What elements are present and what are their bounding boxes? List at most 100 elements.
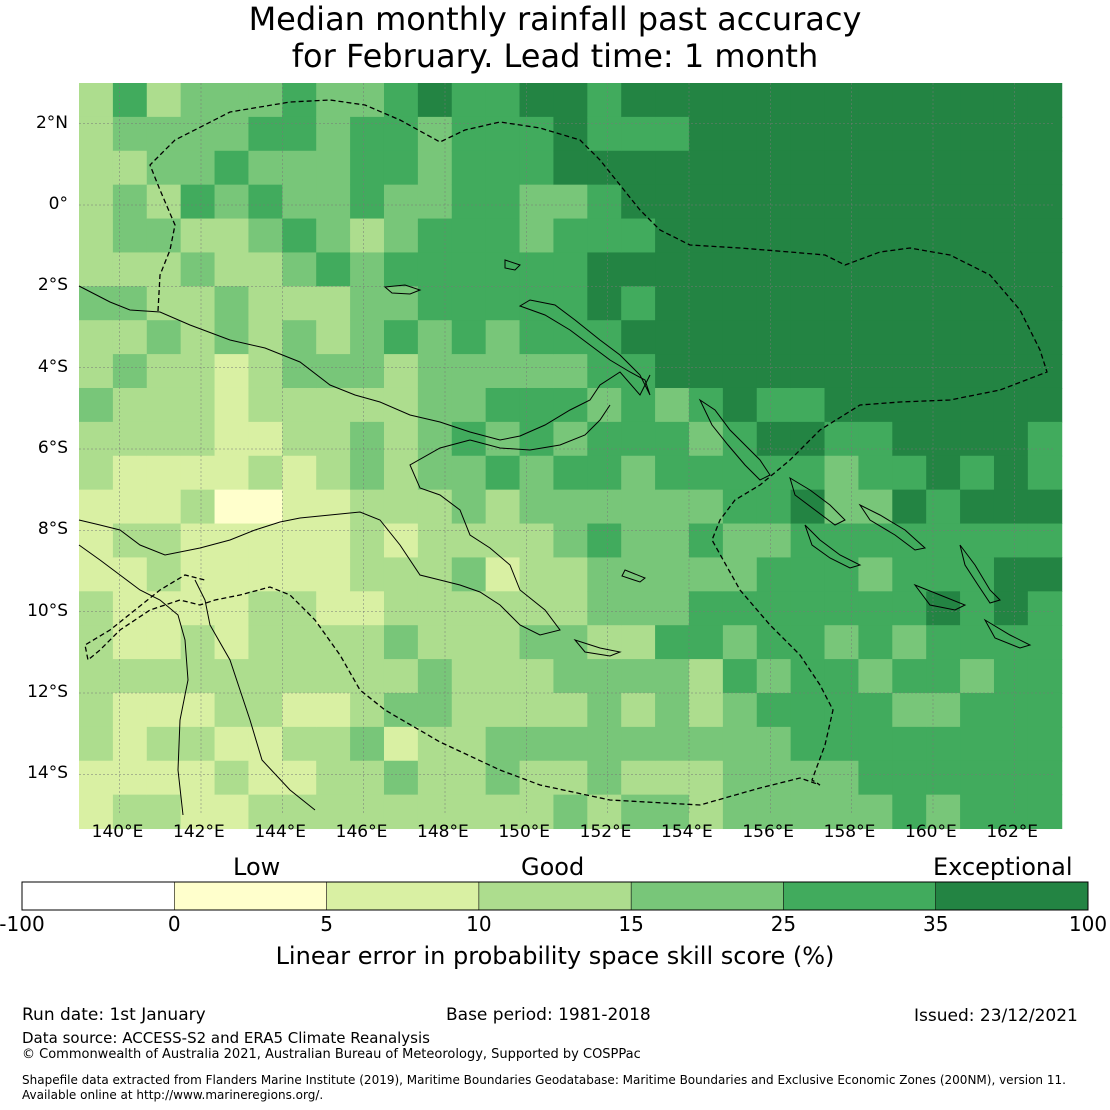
grid-cell [282, 591, 317, 626]
grid-cell [655, 184, 690, 220]
grid-cell [282, 523, 317, 558]
grid-cell [451, 591, 487, 626]
grid-cell [722, 252, 758, 287]
grid-cell [282, 625, 317, 660]
grid-cell [485, 692, 521, 728]
grid-cell [553, 184, 588, 220]
grid-cell [587, 489, 622, 525]
grid-cell [485, 320, 521, 355]
grid-cell [112, 557, 148, 592]
colorbar-tick-label: 25 [770, 912, 797, 936]
grid-cell [383, 557, 419, 592]
coastline-admiralty [383, 284, 422, 295]
grid-cell [519, 659, 554, 694]
grid-cell [824, 286, 859, 321]
grid-cell [655, 625, 690, 660]
grid-cell [621, 421, 656, 457]
grid-cell [756, 659, 792, 694]
grid-cell [316, 794, 351, 830]
grid-cell [519, 625, 554, 660]
grid-cell [417, 286, 453, 321]
grid-cell [79, 659, 114, 694]
grid-cell [146, 387, 182, 423]
grid-cell [214, 692, 249, 728]
grid-cell [112, 726, 148, 762]
grid-cell [112, 523, 148, 558]
grid-cell [892, 659, 927, 694]
grid-cell [350, 83, 385, 118]
grid-cell [383, 150, 419, 186]
grid-cell [383, 184, 419, 220]
coastline-new-guinea-north [78, 285, 651, 441]
grid-cell [858, 116, 893, 152]
grid-cell [688, 320, 724, 355]
grid-cell [180, 184, 216, 220]
grid-cell [858, 218, 893, 253]
grid-cell [756, 150, 792, 186]
grid-cell [858, 692, 893, 728]
grid-cell [892, 320, 927, 355]
grid-cell [553, 354, 588, 389]
grid-cell [655, 218, 690, 253]
grid-cell [655, 320, 690, 355]
grid-cell [824, 692, 859, 728]
grid-cell [485, 760, 521, 796]
grid-cell [553, 320, 588, 355]
grid-cell [960, 455, 995, 491]
grid-cell [451, 726, 487, 762]
grid-cell [248, 692, 283, 728]
grid-cell [180, 523, 216, 558]
grid-cell [756, 320, 792, 355]
grid-cell [790, 320, 826, 355]
grid-cell [79, 150, 114, 186]
grid-cell [519, 489, 554, 525]
grid-cell [112, 591, 148, 626]
grid-cell [485, 489, 521, 525]
grid-cell [824, 523, 859, 558]
grid-cell [146, 625, 182, 660]
grid-cell [112, 116, 148, 152]
grid-cell [756, 387, 792, 423]
grid-cell [587, 83, 622, 118]
grid-cell [383, 252, 419, 287]
grid-cell [1027, 387, 1063, 423]
grid-cell [350, 387, 385, 423]
grid-cell [316, 150, 351, 186]
grid-cell [858, 523, 893, 558]
grid-cell [858, 557, 893, 592]
grid-cell [621, 116, 656, 152]
colorbar-swatch [935, 882, 1088, 910]
grid-cell [621, 354, 656, 389]
grid-cell [790, 184, 826, 220]
grid-cell [960, 794, 995, 830]
grid-cell [1027, 760, 1063, 796]
grid-cell [1027, 150, 1063, 186]
colorbar [21, 881, 1089, 911]
grid-cell [282, 726, 317, 762]
grid-cell [180, 421, 216, 457]
grid-cell [112, 387, 148, 423]
grid-cell [1027, 116, 1063, 152]
grid-cell [892, 387, 927, 423]
grid-cell [756, 625, 792, 660]
grid-cell [417, 252, 453, 287]
coastline-guadalcanal [913, 583, 967, 611]
grid-cell [960, 184, 995, 220]
grid-cell [892, 354, 927, 389]
grid-cell [248, 387, 283, 423]
grid-cell [655, 489, 690, 525]
shapefile-credit-line1: Shapefile data extracted from Flanders M… [22, 1073, 1066, 1087]
grid-cell [79, 557, 114, 592]
grid-cell [756, 591, 792, 626]
grid-cell [858, 387, 893, 423]
grid-cell [960, 150, 995, 186]
grid-cell [350, 218, 385, 253]
grid-cell [722, 387, 758, 423]
grid-cell [824, 421, 859, 457]
longitude-label: 140°E [91, 822, 144, 842]
grid-cell [112, 455, 148, 491]
grid-cell [248, 794, 283, 830]
grid-cell [519, 252, 554, 287]
grid-cell [417, 116, 453, 152]
grid-cell [451, 557, 487, 592]
